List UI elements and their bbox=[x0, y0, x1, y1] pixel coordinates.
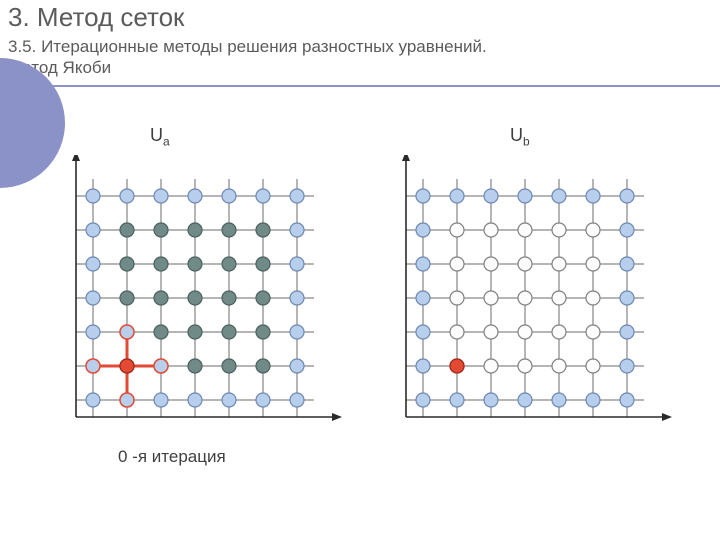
title-sub: 3.5. Итерационные методы решения разност… bbox=[8, 36, 487, 79]
grid-b bbox=[388, 155, 678, 445]
title-main: 3. Метод сеток bbox=[8, 2, 184, 33]
content-area: Ua Ub 0 -я итерация bbox=[0, 85, 720, 540]
iteration-label: 0 -я итерация bbox=[118, 447, 226, 467]
grid-b-label: Ub bbox=[510, 125, 530, 149]
grid-a bbox=[58, 155, 348, 445]
grid-a-label: Ua bbox=[150, 125, 170, 149]
slide-header: 3. Метод сеток 3.5. Итерационные методы … bbox=[0, 0, 720, 85]
